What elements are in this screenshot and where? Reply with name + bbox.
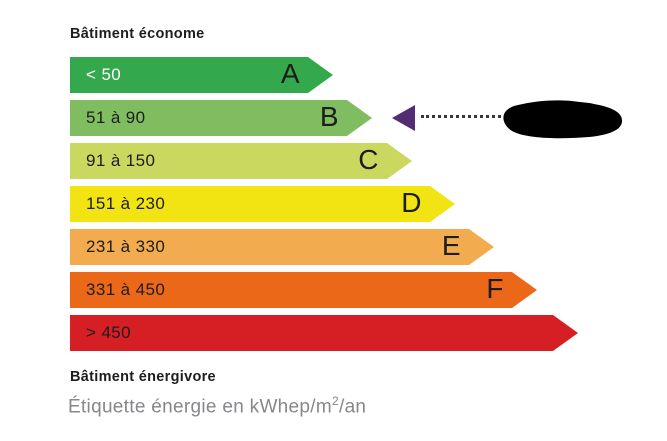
band-letter: F — [486, 273, 504, 305]
band-range: 91 à 150 — [86, 151, 156, 170]
band-letter: D — [401, 187, 422, 219]
energy-band-f: 331 à 450 F — [70, 272, 537, 308]
band-range: < 50 — [86, 65, 122, 84]
band-letter: B — [319, 101, 339, 133]
band-range: 331 à 450 — [86, 280, 166, 299]
band-range: 151 à 230 — [86, 194, 166, 213]
band-letter: C — [358, 144, 379, 176]
energy-band-e: 231 à 330 E — [70, 229, 494, 265]
energy-band-c: 91 à 150 C — [70, 143, 412, 179]
economical-building-label: Bâtiment économe — [70, 26, 205, 42]
energy-hungry-building-label: Bâtiment énergivore — [70, 369, 216, 385]
caption-superscript: 2 — [332, 394, 339, 408]
caption-suffix: /an — [338, 396, 367, 418]
energy-bands: < 50 A 51 à 90 B 91 à 150 C 151 à 230 D … — [70, 57, 578, 358]
chart-caption: Étiquette énergie en kWhep/m2/an — [68, 394, 366, 418]
band-range: > 450 — [86, 323, 132, 342]
band-letter: E — [441, 230, 461, 262]
energy-band-g: > 450 — [70, 315, 578, 351]
band-range: 51 à 90 — [86, 108, 146, 127]
band-letter: A — [280, 58, 300, 90]
band-range: 231 à 330 — [86, 237, 166, 256]
energy-band-a: < 50 A — [70, 57, 333, 93]
energy-band-d: 151 à 230 D — [70, 186, 455, 222]
caption-prefix: Étiquette énergie en kWhep/m — [68, 396, 332, 418]
energy-band-b: 51 à 90 B — [70, 100, 372, 136]
